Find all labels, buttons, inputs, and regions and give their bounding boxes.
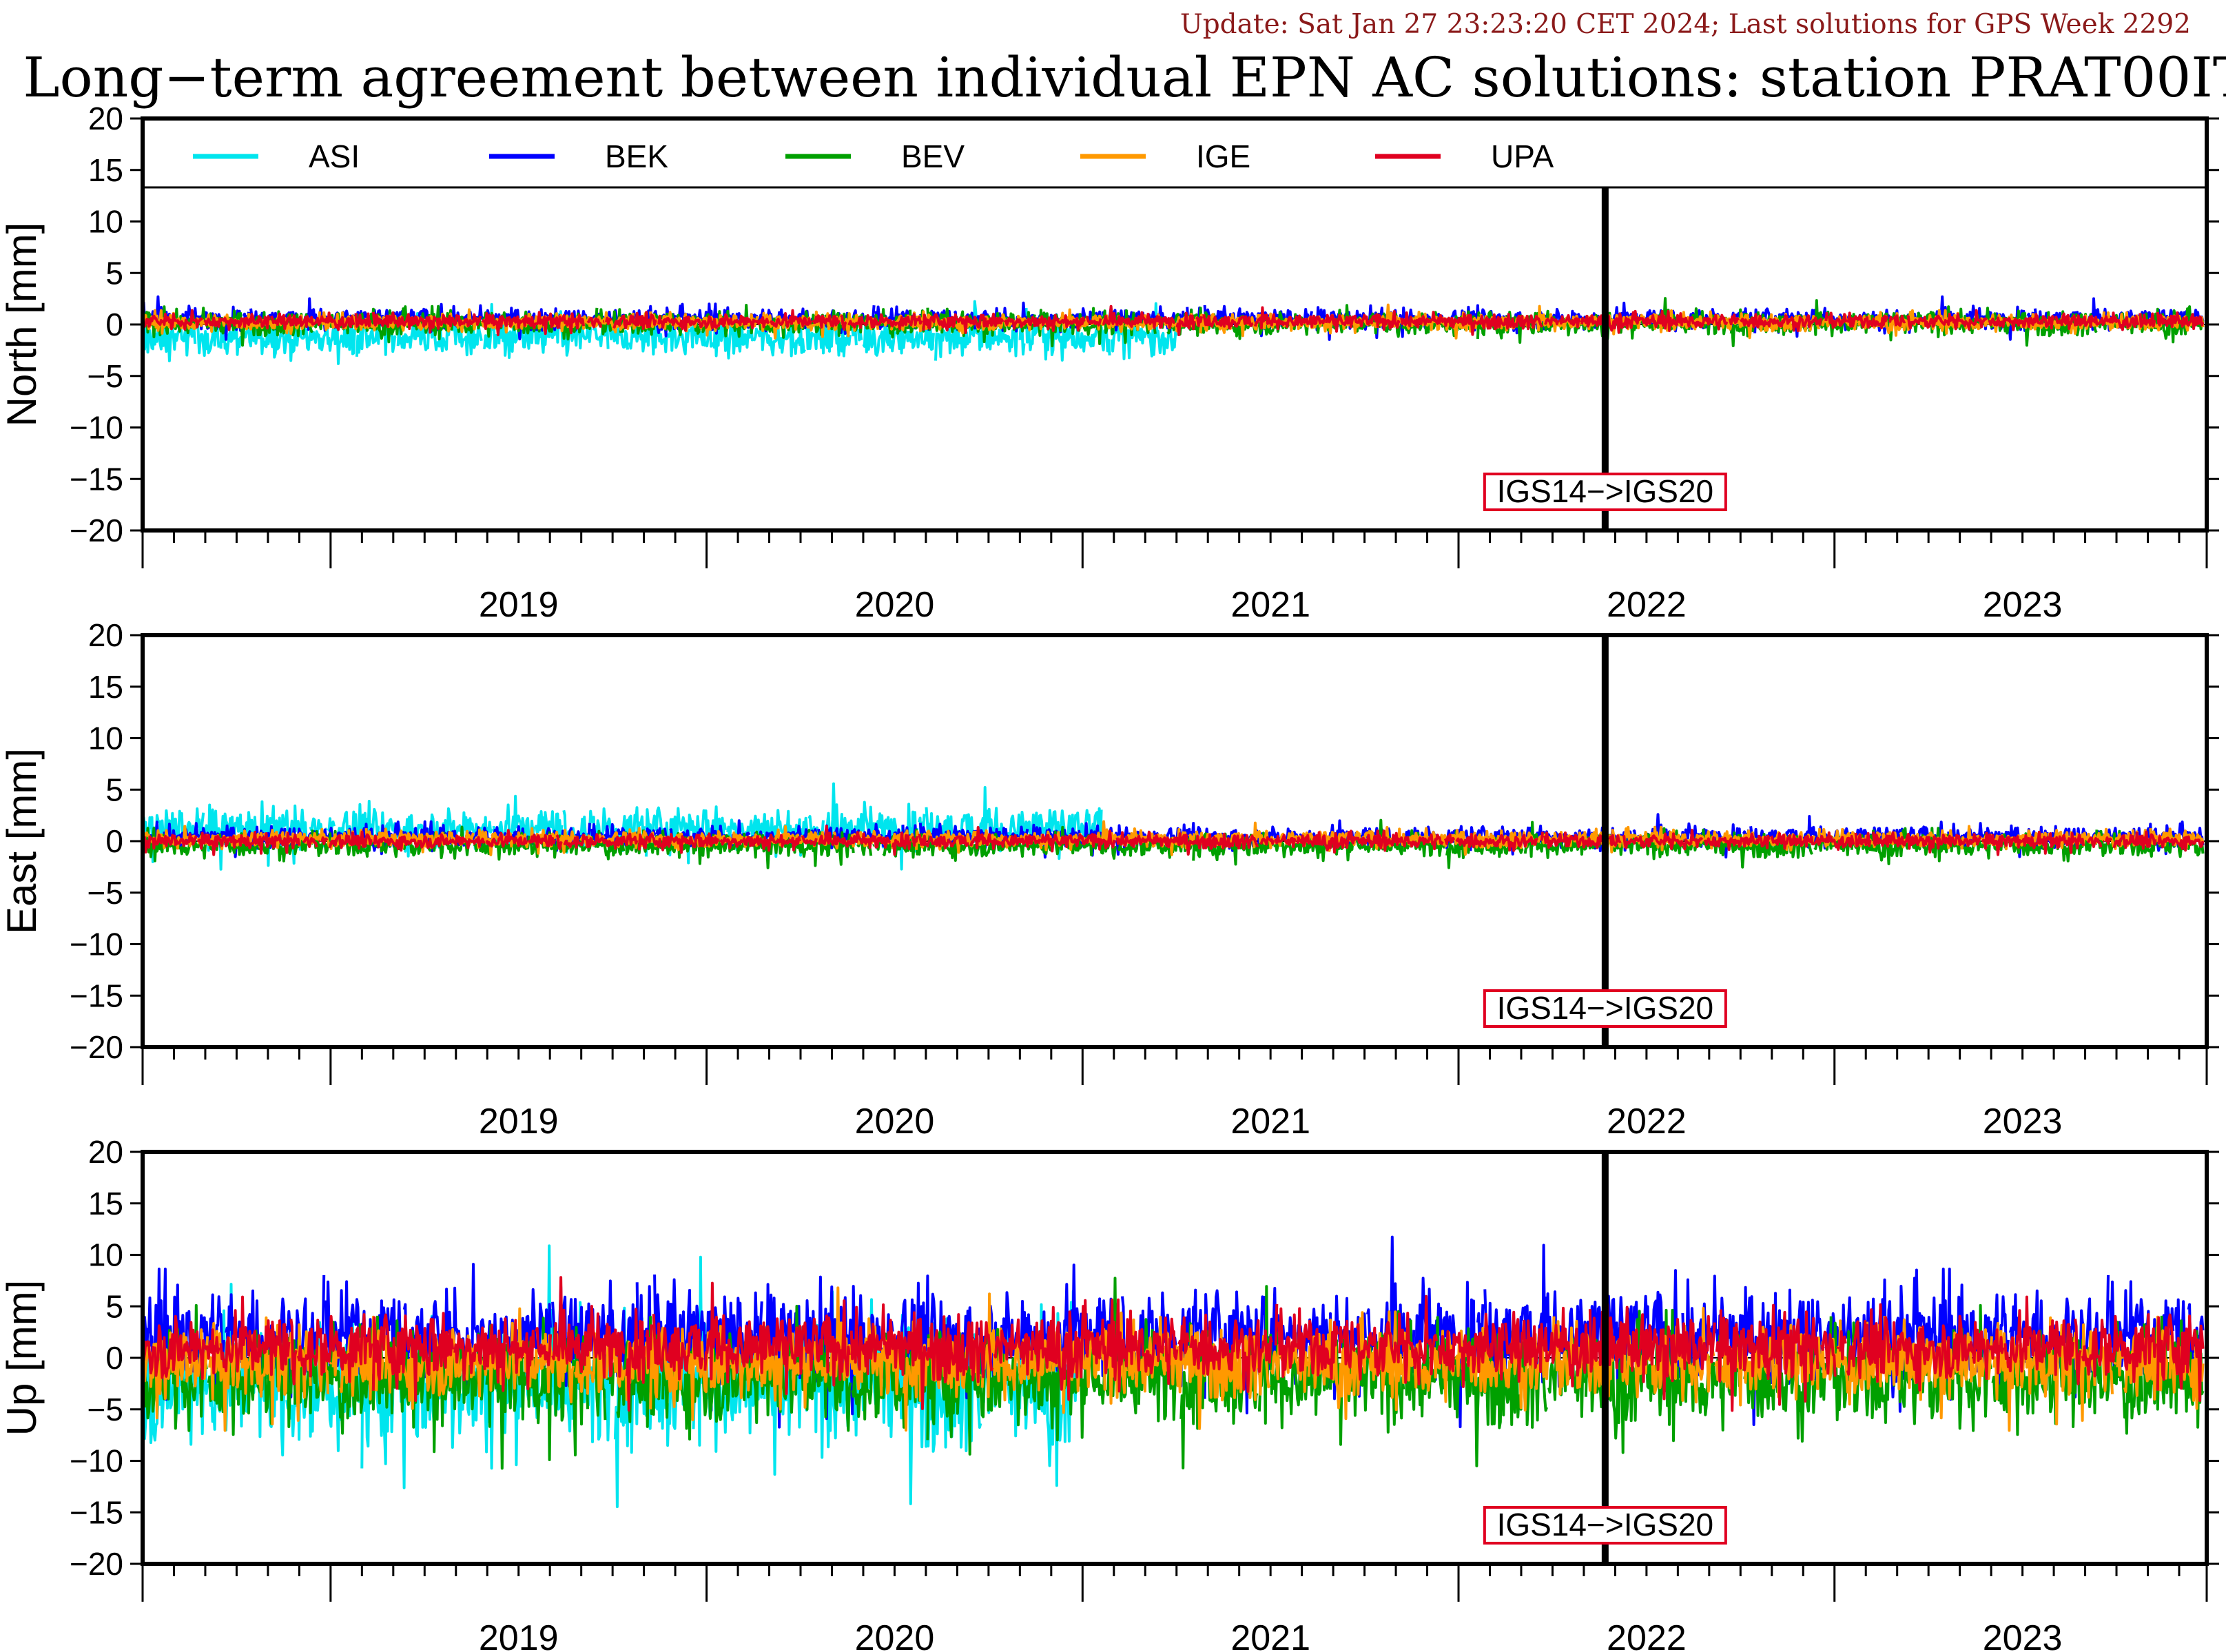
y-tick-label: −20 — [70, 1029, 123, 1065]
y-tick-label: 15 — [88, 669, 123, 705]
annotation-box — [1483, 1506, 1727, 1545]
y-tick-label: 5 — [105, 255, 123, 291]
y-axis-label: North [mm] — [0, 223, 45, 427]
series-group — [143, 1235, 2205, 1509]
legend-label-bev: BEV — [901, 138, 965, 174]
y-tick-label: 10 — [88, 721, 123, 756]
series-group — [143, 782, 2205, 871]
annotation-text: IGS14−>IGS20 — [1497, 990, 1714, 1026]
y-axis-label: East [mm] — [0, 748, 45, 934]
y-tick-label: 15 — [88, 152, 123, 188]
x-tick-label: 2023 — [1983, 1618, 2063, 1652]
y-tick-label: 0 — [105, 307, 123, 342]
y-tick-label: 20 — [88, 1134, 123, 1170]
x-tick-label: 2019 — [479, 585, 559, 625]
panels-group: ASI BEK BEV IGE UPA 20 15 10 5 0 −5 −10 −15 −20 North … — [0, 101, 2219, 1652]
x-tick-label: 2023 — [1983, 585, 2063, 625]
y-tick-label: −10 — [70, 1443, 123, 1479]
series-line-upa — [143, 825, 2205, 856]
panel-north: ASI BEK BEV IGE UPA 20 15 10 5 0 −5 −10 −15 −20 North … — [0, 101, 2219, 625]
x-tick-label: 2021 — [1230, 1618, 1310, 1652]
x-tick-label: 2022 — [1607, 1102, 1687, 1142]
series-group — [143, 295, 2205, 365]
annotation-box — [1483, 473, 1727, 511]
annotation-text: IGS14−>IGS20 — [1497, 473, 1714, 509]
y-tick-label: 5 — [105, 1288, 123, 1324]
y-tick-label: 20 — [88, 617, 123, 653]
panel-east: 20 15 10 5 0 −5 −10 −15 −20 East [mm] 2019 2020 2021… — [0, 617, 2219, 1142]
legend-label-bek: BEK — [605, 138, 668, 174]
annotation-text: IGS14−>IGS20 — [1497, 1507, 1714, 1542]
series-line-asi — [143, 782, 1103, 871]
y-tick-label: −15 — [70, 1494, 123, 1530]
y-tick-label: −15 — [70, 461, 123, 497]
y-tick-label: 10 — [88, 1237, 123, 1273]
y-tick-label: −10 — [70, 927, 123, 962]
legend-label-upa: UPA — [1491, 138, 1554, 174]
legend-label-ige: IGE — [1196, 138, 1250, 174]
x-tick-label: 2022 — [1607, 585, 1687, 625]
x-tick-label: 2019 — [479, 1618, 559, 1652]
y-tick-label: −5 — [87, 1392, 123, 1427]
y-tick-label: −5 — [87, 358, 123, 394]
y-tick-label: 5 — [105, 772, 123, 807]
legend-label-asi: ASI — [309, 138, 360, 174]
y-tick-label: −20 — [70, 513, 123, 548]
y-tick-label: 20 — [88, 101, 123, 136]
x-tick-label: 2020 — [855, 585, 935, 625]
chart-title: Long−term agreement between individual E… — [23, 45, 2226, 110]
y-tick-label: 0 — [105, 823, 123, 859]
y-tick-label: −10 — [70, 410, 123, 446]
y-tick-label: −15 — [70, 978, 123, 1013]
y-tick-label: −5 — [87, 875, 123, 911]
annotation-box — [1483, 989, 1727, 1028]
x-tick-label: 2019 — [479, 1102, 559, 1142]
x-tick-label: 2023 — [1983, 1102, 2063, 1142]
y-tick-label: 0 — [105, 1340, 123, 1376]
y-tick-label: 15 — [88, 1186, 123, 1221]
x-tick-label: 2021 — [1230, 1102, 1310, 1142]
x-tick-label: 2022 — [1607, 1618, 1687, 1652]
series-line-upa — [143, 1276, 2205, 1412]
panel-up: 20 15 10 5 0 −5 −10 −15 −20 Up [mm] 2019 2020 2021 20… — [0, 1134, 2219, 1652]
legend: ASI BEK BEV IGE UPA — [193, 138, 1554, 174]
y-tick-label: −20 — [70, 1546, 123, 1582]
y-tick-label: 10 — [88, 204, 123, 240]
y-axis-label: Up [mm] — [0, 1280, 45, 1436]
x-tick-label: 2021 — [1230, 585, 1310, 625]
x-tick-label: 2020 — [855, 1102, 935, 1142]
series-line-upa — [143, 304, 2205, 337]
update-timestamp: Update: Sat Jan 27 23:23:20 CET 2024; La… — [1180, 9, 2191, 40]
x-tick-label: 2020 — [855, 1618, 935, 1652]
